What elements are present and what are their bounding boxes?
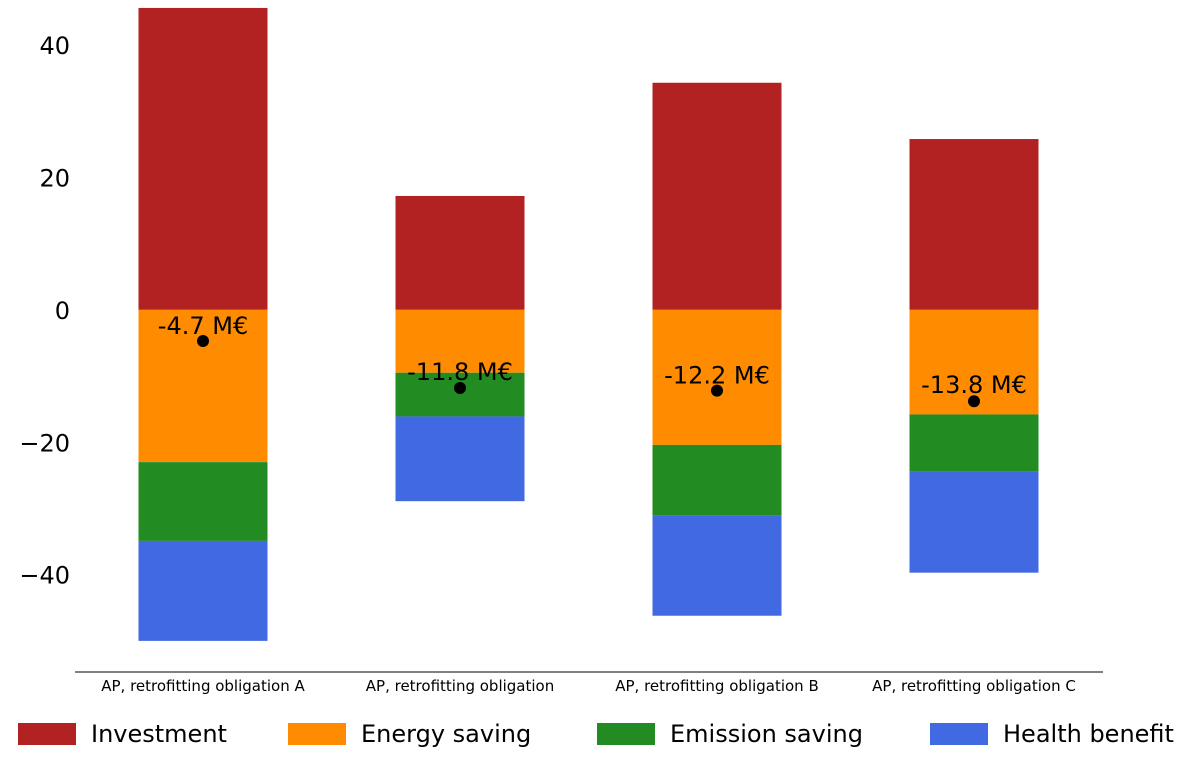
y-tick-label-3: 0 [55, 297, 70, 325]
net-value-label-3: -12.2 M€ [664, 362, 770, 390]
net-value-label-4: -13.8 M€ [921, 371, 1027, 399]
bar-health-benefit-2 [395, 416, 525, 502]
net-value-point-2 [454, 381, 466, 394]
net-value-label-1: -4.7 M€ [158, 312, 248, 340]
net-value-point-1 [197, 334, 209, 347]
bar-investment-4 [909, 139, 1039, 310]
bar-emission-saving-3 [652, 444, 782, 516]
net-value-label-2: -11.8 M€ [407, 358, 513, 386]
net-value-point-4 [968, 395, 980, 408]
bar-investment-3 [652, 82, 782, 310]
x-tick-label-4: AP, retrofitting obligation C [872, 677, 1076, 695]
x-tick-label-1: AP, retrofitting obligation A [101, 677, 305, 695]
legend-swatch-investment [18, 723, 76, 745]
x-tick-label-2: AP, retrofitting obligation [366, 677, 554, 695]
legend-swatch-health-benefit [930, 723, 988, 745]
x-tick-label-3: AP, retrofitting obligation B [615, 677, 819, 695]
bar-energy-saving-3 [652, 309, 782, 445]
bar-health-benefit-1 [138, 540, 268, 641]
bar-emission-saving-1 [138, 462, 268, 541]
legend-label-energy-saving: Energy saving [361, 720, 531, 748]
legend-swatch-emission-saving [597, 723, 655, 745]
y-tick-label-2: 20 [39, 164, 70, 192]
bar-health-benefit-4 [909, 471, 1039, 573]
legend-swatch-energy-saving [288, 723, 346, 745]
bar-emission-saving-2 [395, 372, 525, 417]
bar-health-benefit-3 [652, 515, 782, 616]
legend-label-health-benefit: Health benefit [1003, 720, 1174, 748]
y-tick-label-4: −20 [19, 429, 70, 457]
y-tick-label-5: −40 [19, 562, 70, 590]
bar-investment-1 [138, 7, 268, 310]
net-value-point-3 [711, 384, 723, 397]
legend-label-investment: Investment [91, 720, 227, 748]
y-tick-label-1: 40 [39, 32, 70, 60]
legend-label-emission-saving: Emission saving [670, 720, 863, 748]
bar-energy-saving-2 [395, 309, 525, 373]
bar-investment-2 [395, 195, 525, 310]
bar-emission-saving-4 [909, 414, 1039, 472]
